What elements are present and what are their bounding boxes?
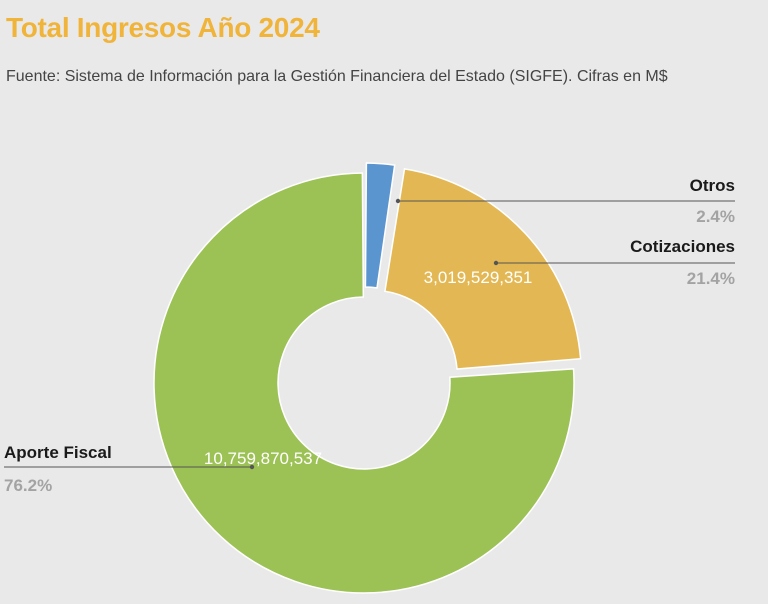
chart-title: Total Ingresos Año 2024: [6, 12, 320, 43]
slice-percent-cotizaciones: 21.4%: [687, 269, 735, 288]
leader-dot-cotizaciones: [493, 260, 499, 266]
slice-name-aporte-fiscal: Aporte Fiscal: [4, 443, 112, 462]
slice-name-cotizaciones: Cotizaciones: [630, 237, 735, 256]
slice-percent-otros: 2.4%: [696, 207, 735, 226]
leader-dot-aporte-fiscal: [249, 464, 255, 470]
donut-slice-aporte-fiscal[interactable]: [153, 172, 575, 594]
donut-slice-cotizaciones[interactable]: [384, 167, 582, 370]
chart-subtitle: Fuente: Sistema de Información para la G…: [6, 68, 668, 85]
slice-value-cotizaciones: 3,019,529,351: [424, 268, 533, 287]
slice-percent-aporte-fiscal: 76.2%: [4, 476, 52, 495]
leader-dot-otros: [395, 198, 401, 204]
slice-name-otros: Otros: [690, 176, 735, 195]
donut-slice-otros[interactable]: [364, 162, 396, 289]
slice-value-aporte-fiscal: 10,759,870,537: [204, 449, 322, 468]
